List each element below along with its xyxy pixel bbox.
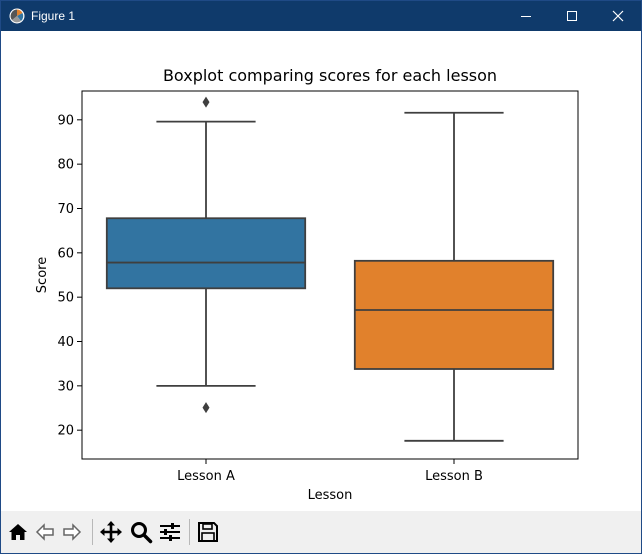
zoom-icon (131, 522, 153, 544)
y-tick-label: 50 (57, 291, 74, 306)
maximize-icon (567, 11, 577, 21)
title-bar[interactable]: Figure 1 (1, 1, 641, 31)
close-button[interactable] (595, 1, 641, 31)
toolbar-separator (189, 519, 190, 545)
window-title: Figure 1 (31, 9, 76, 23)
lesson-a-outlier-point (202, 402, 210, 414)
x-tick-label: Lesson B (425, 469, 483, 484)
y-tick-label: 20 (57, 424, 74, 439)
lesson-a-box (105, 217, 307, 290)
zoom-button[interactable] (128, 519, 154, 545)
y-tick-label: 80 (57, 158, 74, 173)
figure-canvas[interactable]: Boxplot comparing scores for each lesson… (1, 31, 641, 511)
axes-frame (81, 90, 579, 460)
y-axis-label: Score (35, 257, 50, 293)
close-icon (612, 10, 624, 22)
x-axis-label: Lesson (308, 488, 353, 503)
forward-icon (63, 523, 82, 541)
chart-title: Boxplot comparing scores for each lesson (163, 66, 497, 85)
home-icon (9, 524, 27, 540)
navigation-toolbar (1, 511, 641, 553)
boxplot-chart[interactable]: Boxplot comparing scores for each lesson… (1, 31, 641, 511)
minimize-icon (521, 16, 531, 17)
save-icon (198, 522, 218, 542)
configure-subplots-icon (160, 523, 180, 541)
pan-icon (100, 521, 122, 543)
y-tick-label: 70 (57, 202, 74, 217)
home-button[interactable] (5, 519, 31, 545)
x-tick-label: Lesson A (177, 469, 235, 484)
y-tick-label: 90 (57, 113, 74, 128)
maximize-button[interactable] (549, 1, 595, 31)
y-tick-label: 60 (57, 246, 74, 261)
back-button[interactable] (32, 519, 58, 545)
minimize-button[interactable] (503, 1, 549, 31)
pan-button[interactable] (98, 519, 124, 545)
lesson-a-outlier-point (202, 96, 210, 108)
forward-button[interactable] (59, 519, 85, 545)
lesson-b-box (353, 259, 555, 370)
back-icon (35, 523, 54, 541)
toolbar-separator (92, 519, 93, 545)
matplotlib-logo-icon (9, 8, 25, 24)
configure-subplots-button[interactable] (157, 519, 183, 545)
y-tick-label: 40 (57, 335, 74, 350)
save-button[interactable] (195, 519, 221, 545)
y-tick-label: 30 (57, 379, 74, 394)
